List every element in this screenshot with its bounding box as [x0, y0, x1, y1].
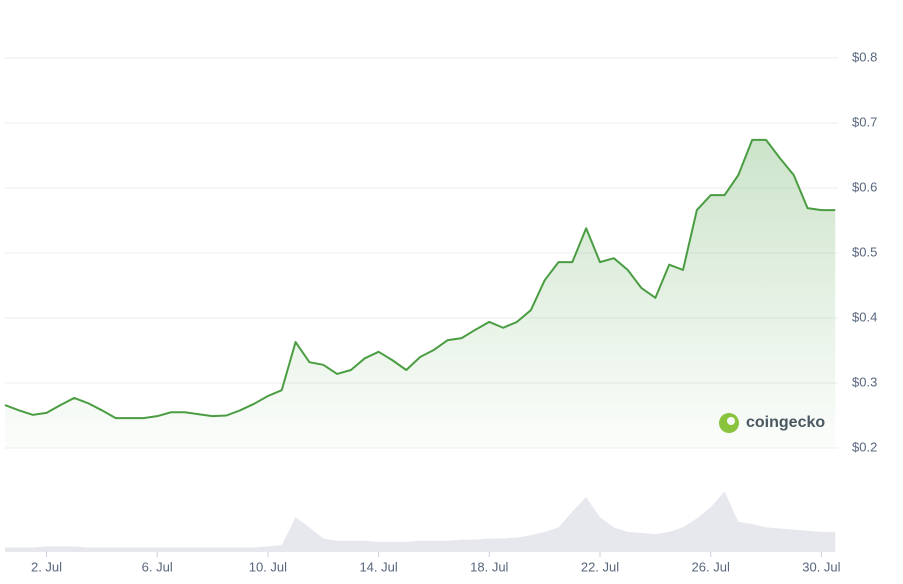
y-tick-label: $0.2	[852, 439, 877, 454]
y-tick-label: $0.3	[852, 374, 877, 389]
y-tick-label: $0.8	[852, 49, 877, 64]
volume-area	[5, 491, 836, 552]
x-tick-label: 14. Jul	[359, 559, 397, 574]
x-tick-label: 2. Jul	[31, 559, 62, 574]
price-line	[4, 138, 836, 420]
y-tick-label: $0.4	[852, 309, 877, 324]
price-area	[5, 139, 836, 448]
y-tick-label: $0.7	[852, 114, 877, 129]
x-tick-label: 26. Jul	[692, 559, 730, 574]
y-tick-label: $0.5	[852, 244, 877, 259]
x-tick-label: 6. Jul	[142, 559, 173, 574]
x-tick-label: 18. Jul	[470, 559, 508, 574]
y-tick-label: $0.6	[852, 179, 877, 194]
x-tick-label: 30. Jul	[802, 559, 840, 574]
x-tick-label: 10. Jul	[249, 559, 287, 574]
x-tick-label: 22. Jul	[581, 559, 619, 574]
